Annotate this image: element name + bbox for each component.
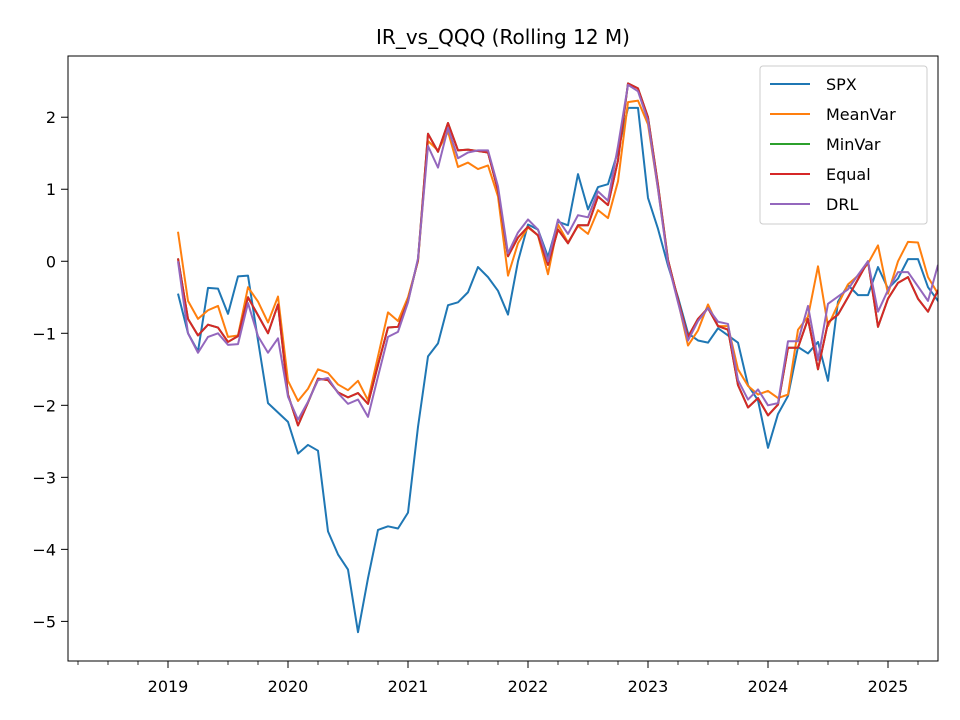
- chart-title: IR_vs_QQQ (Rolling 12 M): [376, 25, 630, 49]
- legend-label-spx: SPX: [826, 75, 857, 94]
- y-tick-label: 0: [46, 252, 56, 271]
- y-axis: 2 1 0 −1 −2 −3 −4 −5: [32, 108, 68, 631]
- legend-label-meanvar: MeanVar: [826, 105, 896, 124]
- y-tick-label: 1: [46, 180, 56, 199]
- y-tick-label: −4: [32, 540, 56, 559]
- x-tick-label: 2025: [868, 677, 909, 696]
- y-tick-label: −1: [32, 324, 56, 343]
- x-axis: 2019 2020 2021 2022 2023 2024 2025: [77, 661, 919, 696]
- x-tick-label: 2020: [268, 677, 309, 696]
- series-line-equal: [177, 82, 938, 427]
- x-tick-label: 2024: [748, 677, 789, 696]
- series-line-meanvar: [177, 99, 938, 402]
- x-tick-label: 2021: [388, 677, 429, 696]
- legend-label-drl: DRL: [826, 195, 858, 214]
- plot-frame: [67, 55, 939, 662]
- x-tick-label: 2023: [628, 677, 669, 696]
- series-line-drl: [177, 83, 938, 421]
- legend-label-minvar: MinVar: [826, 135, 881, 154]
- plot-area: [177, 82, 938, 634]
- x-tick-label: 2019: [148, 677, 189, 696]
- y-tick-label: 2: [46, 108, 56, 127]
- x-tick-label: 2022: [508, 677, 549, 696]
- y-tick-label: −3: [32, 468, 56, 487]
- legend-box: [759, 65, 928, 225]
- y-tick-label: −5: [32, 612, 56, 631]
- legend-label-equal: Equal: [826, 165, 871, 184]
- legend: SPX MeanVar MinVar Equal DRL: [759, 65, 928, 225]
- y-tick-label: −2: [32, 396, 56, 415]
